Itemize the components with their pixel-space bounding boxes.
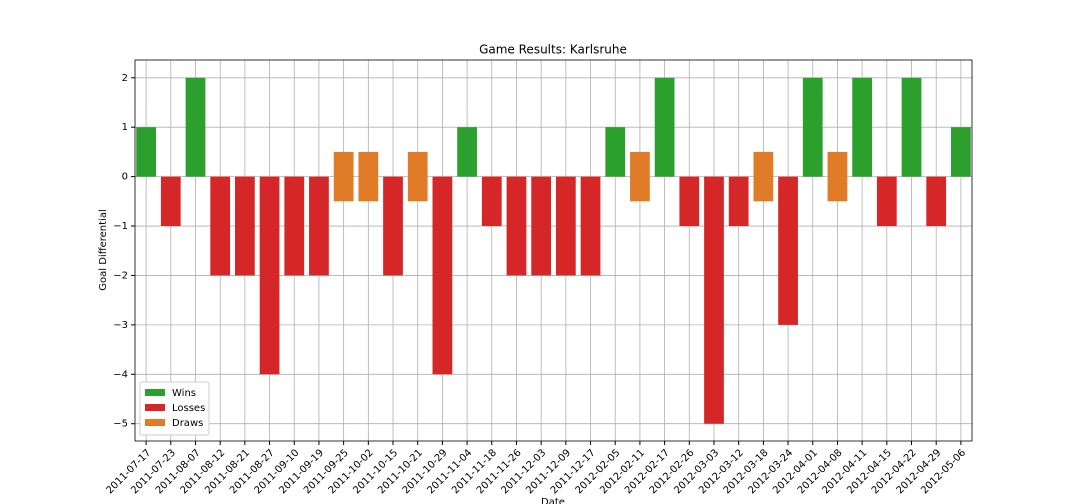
- bar: [383, 176, 403, 276]
- x-axis-label: Date: [541, 497, 565, 504]
- y-tick-label: −3: [113, 320, 128, 331]
- bar: [531, 176, 552, 276]
- bar: [555, 176, 576, 276]
- chart-title: Game Results: Karlsruhe: [479, 43, 627, 57]
- plot-frame: [134, 59, 973, 442]
- bar: [457, 127, 477, 177]
- y-tick-label: 1: [122, 122, 128, 133]
- legend-swatch: [145, 419, 165, 426]
- bar: [432, 176, 453, 375]
- bar: [407, 151, 428, 202]
- bar: [951, 127, 971, 177]
- bar: [481, 176, 502, 227]
- bar: [185, 77, 206, 177]
- bar: [926, 176, 947, 227]
- bar: [234, 176, 255, 276]
- bar: [580, 176, 601, 276]
- bar: [605, 127, 626, 177]
- bar: [136, 127, 156, 177]
- bar: [654, 77, 675, 177]
- bar: [876, 176, 897, 227]
- bar: [358, 151, 379, 202]
- legend-label: Draws: [172, 418, 203, 429]
- bar: [630, 151, 650, 202]
- y-axis-label: Goal Differential: [98, 209, 109, 290]
- y-tick-label: −2: [113, 270, 128, 281]
- y-tick-label: −5: [113, 419, 128, 430]
- bar: [284, 176, 305, 276]
- y-tick-label: −1: [113, 221, 128, 232]
- bar: [802, 77, 823, 177]
- y-tick-label: 0: [122, 172, 128, 183]
- bar: [210, 176, 231, 276]
- bar: [704, 176, 724, 424]
- bar: [901, 77, 922, 177]
- legend-label: Losses: [172, 403, 205, 414]
- bar: [506, 176, 527, 276]
- bar: [753, 151, 774, 202]
- bar: [728, 176, 749, 227]
- bar: [778, 176, 798, 325]
- y-tick-label: 2: [122, 73, 128, 84]
- bar: [309, 176, 329, 276]
- legend-swatch: [145, 404, 165, 411]
- bar: [259, 176, 280, 375]
- bar: [827, 151, 848, 202]
- legend-label: Wins: [172, 388, 196, 399]
- bar: [333, 151, 354, 202]
- legend-swatch: [145, 389, 165, 396]
- bar: [852, 77, 873, 177]
- bar: [160, 176, 181, 227]
- bar: [679, 176, 700, 227]
- y-tick-label: −4: [113, 369, 128, 380]
